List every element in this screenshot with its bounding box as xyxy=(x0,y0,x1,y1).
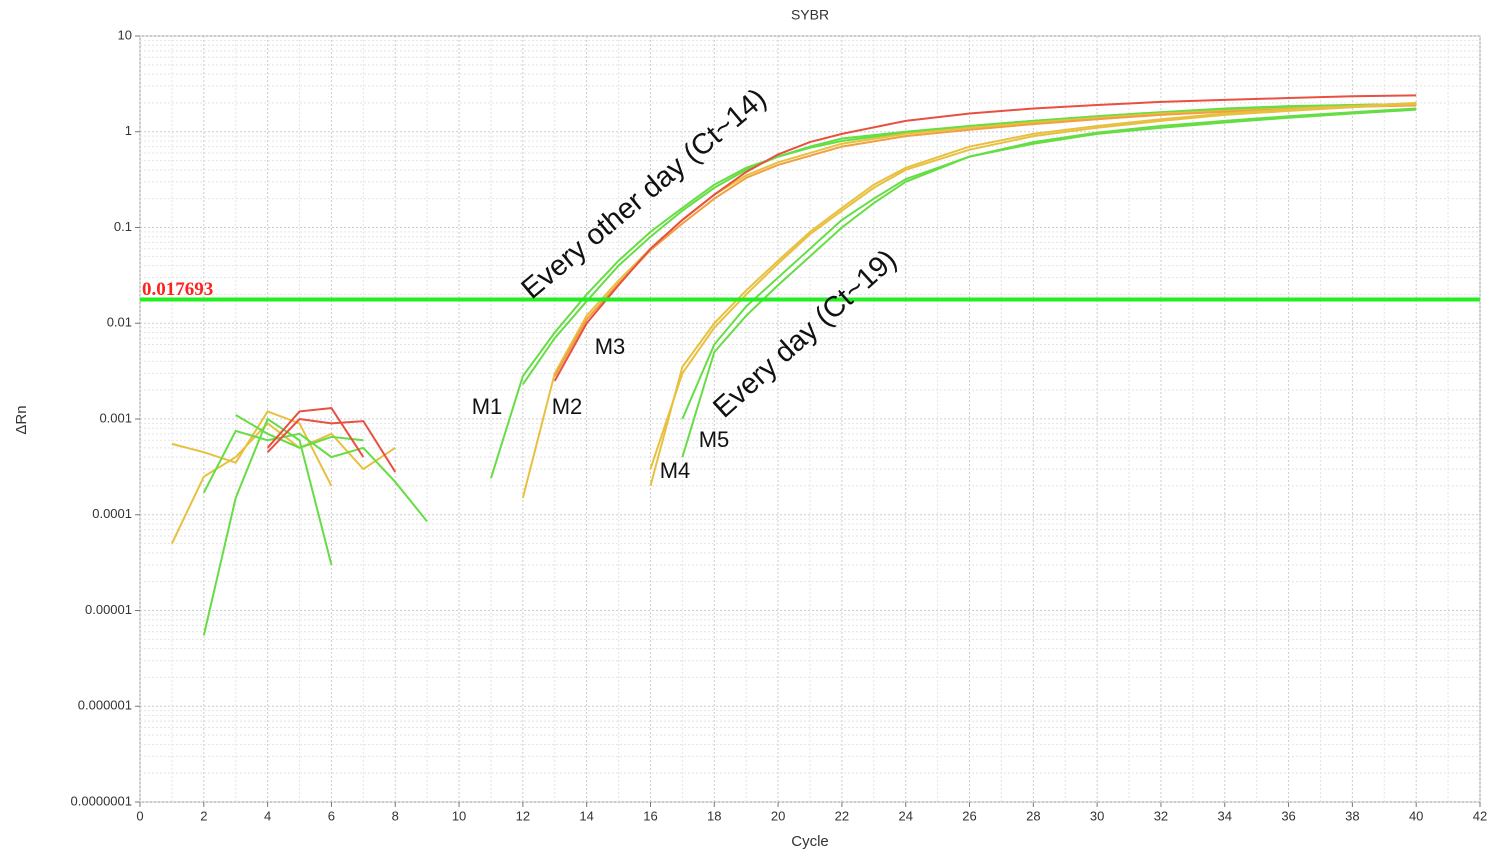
x-tick-label: 26 xyxy=(962,808,976,823)
y-tick-label: 0.001 xyxy=(99,410,132,425)
annotation: M4 xyxy=(660,458,691,483)
amplification-curve xyxy=(202,429,428,523)
x-tick-label: 30 xyxy=(1090,808,1104,823)
x-tick-label: 40 xyxy=(1409,808,1423,823)
annotation: M3 xyxy=(595,334,626,359)
y-tick-label: 0.00001 xyxy=(85,602,132,617)
x-tick-label: 6 xyxy=(328,808,335,823)
x-tick-label: 8 xyxy=(392,808,399,823)
y-axis-label: ΔRn xyxy=(13,405,30,434)
x-tick-label: 12 xyxy=(516,808,530,823)
amplification-curve xyxy=(649,102,1417,470)
x-tick-label: 16 xyxy=(643,808,657,823)
annotation: M5 xyxy=(699,427,730,452)
x-tick-label: 42 xyxy=(1473,808,1487,823)
x-tick-label: 14 xyxy=(579,808,593,823)
x-tick-label: 20 xyxy=(771,808,785,823)
y-tick-label: 0.0000001 xyxy=(71,793,132,808)
x-tick-label: 34 xyxy=(1218,808,1232,823)
amplification-curve xyxy=(522,102,1417,385)
amplification-curve xyxy=(235,414,364,449)
amplification-curve xyxy=(171,410,333,487)
amplification-curve xyxy=(266,407,365,458)
threshold-label: 0.017693 xyxy=(142,279,213,300)
x-axis-label: Cycle xyxy=(791,833,829,850)
x-tick-label: 0 xyxy=(136,808,143,823)
x-tick-label: 22 xyxy=(835,808,849,823)
x-tick-label: 36 xyxy=(1281,808,1295,823)
amplification-curve xyxy=(202,417,333,636)
x-tick-label: 10 xyxy=(452,808,466,823)
x-tick-label: 2 xyxy=(200,808,207,823)
x-tick-label: 18 xyxy=(707,808,721,823)
chart-title: SYBR xyxy=(791,7,829,23)
y-tick-label: 1 xyxy=(125,123,132,138)
y-tick-label: 0.0001 xyxy=(92,506,132,521)
y-tick-label: 0.000001 xyxy=(78,698,132,713)
y-tick-label: 0.01 xyxy=(107,315,132,330)
x-tick-label: 4 xyxy=(264,808,271,823)
y-tick-label: 10 xyxy=(118,27,132,42)
amplification-curve xyxy=(681,107,1417,420)
x-tick-label: 28 xyxy=(1026,808,1040,823)
y-tick-label: 0.1 xyxy=(114,219,132,234)
x-tick-label: 32 xyxy=(1154,808,1168,823)
x-tick-label: 24 xyxy=(898,808,912,823)
amplification-curve xyxy=(266,417,397,473)
annotation: M1 xyxy=(472,394,503,419)
annotation: M2 xyxy=(552,394,583,419)
amplification-curve xyxy=(553,94,1417,382)
x-tick-label: 38 xyxy=(1345,808,1359,823)
